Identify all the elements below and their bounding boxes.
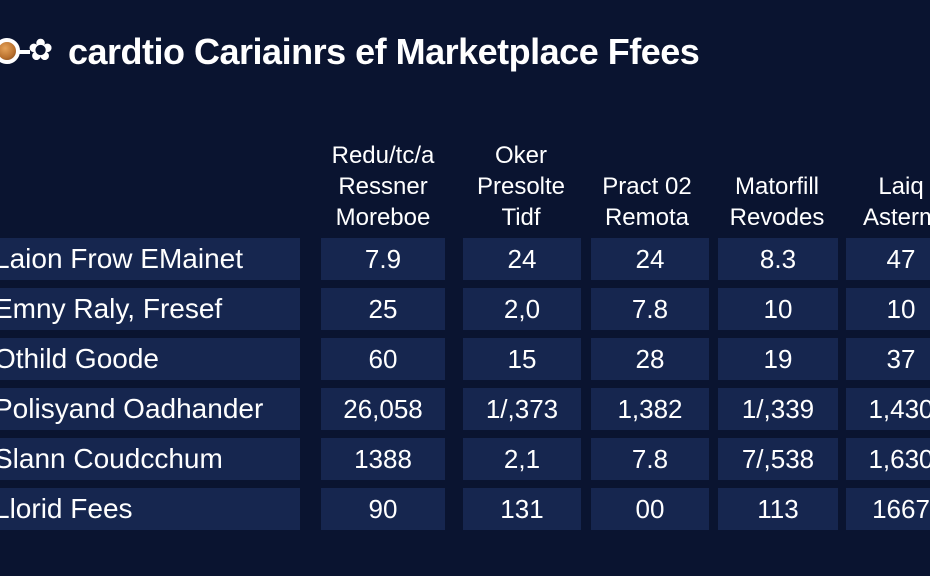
row-label: Polisyand Oadhander	[0, 388, 300, 430]
flower-icon: ✿	[28, 33, 54, 68]
column-header-line: Moreboe	[335, 204, 431, 231]
row-label: Slann Coudcchum	[0, 438, 300, 480]
column-header-line: Asterm	[862, 204, 930, 231]
column-header-line: Oker	[494, 142, 547, 169]
chart-title: cardtio Cariainrs ef Marketplace Ffees	[68, 31, 700, 72]
table-cell: 7/,538	[718, 438, 838, 480]
table-cell: 10	[718, 288, 838, 330]
table-cell: 2,1	[463, 438, 581, 480]
table-cell: 1,630	[846, 438, 930, 480]
row-label: Othild Goode	[0, 338, 300, 380]
column-header-line: Pract 02	[602, 173, 692, 200]
column-header-line: Remota	[604, 204, 690, 231]
column-header-4: Matorfill Revodes	[697, 171, 857, 233]
row-label-text: Othild Goode	[0, 343, 159, 374]
row-label: Llorid Fees	[0, 488, 300, 530]
column-header-line: Matorfill	[734, 173, 819, 200]
column-header-2: Oker Presolte Tidf	[441, 140, 601, 233]
table-cell: 8.3	[718, 238, 838, 280]
column-header-1: Redu/tc/a Ressner Moreboe	[303, 140, 463, 233]
marketplace-logo-icon: ✿	[0, 32, 64, 72]
table-cell: 10	[846, 288, 930, 330]
column-header-line: Revodes	[729, 204, 825, 231]
row-label: Emny Raly, Fresef	[0, 288, 300, 330]
table-cell: 113	[718, 488, 838, 530]
table-cell: 1/,373	[463, 388, 581, 430]
table-cell: 47	[846, 238, 930, 280]
row-label: Laion Frow EMainet	[0, 238, 300, 280]
column-header-line: Tidf	[501, 204, 541, 231]
column-header-5: Laiq Asterm	[821, 171, 930, 233]
table-cell: 19	[718, 338, 838, 380]
row-label-text: Laion Frow EMainet	[0, 243, 244, 274]
row-label-text: Polisyand Oadhander	[0, 393, 264, 424]
table-cell: 1,382	[591, 388, 709, 430]
column-header-line: Laiq	[878, 173, 924, 200]
title-row: ✿ cardtio Cariainrs ef Marketplace Ffees	[0, 28, 700, 76]
table-cell: 60	[321, 338, 445, 380]
row-label-text: Llorid Fees	[0, 493, 133, 524]
column-header-line: Presolte	[476, 173, 566, 200]
table-cell: 7.9	[321, 238, 445, 280]
table-cell: 1667	[846, 488, 930, 530]
table-cell: 24	[463, 238, 581, 280]
column-header-line: Redu/tc/a	[331, 142, 435, 169]
table-cell: 25	[321, 288, 445, 330]
table-cell: 2,0	[463, 288, 581, 330]
column-header-line: Ressner	[338, 173, 428, 200]
table-cell: 1/,339	[718, 388, 838, 430]
table-cell: 24	[591, 238, 709, 280]
table-cell: 90	[321, 488, 445, 530]
table-cell: 1,430	[846, 388, 930, 430]
table-cell: 28	[591, 338, 709, 380]
table-cell: 00	[591, 488, 709, 530]
table-cell: 1388	[321, 438, 445, 480]
row-label-text: Emny Raly, Fresef	[0, 293, 223, 324]
column-header-3: Pract 02 Remota	[567, 171, 727, 233]
coin-icon	[0, 38, 20, 64]
table-cell: 7.8	[591, 288, 709, 330]
table-cell: 37	[846, 338, 930, 380]
row-label-text: Slann Coudcchum	[0, 443, 223, 474]
table-cell: 15	[463, 338, 581, 380]
table-cell: 26,058	[321, 388, 445, 430]
table-cell: 131	[463, 488, 581, 530]
table-cell: 7.8	[591, 438, 709, 480]
logo-dash	[18, 50, 30, 54]
